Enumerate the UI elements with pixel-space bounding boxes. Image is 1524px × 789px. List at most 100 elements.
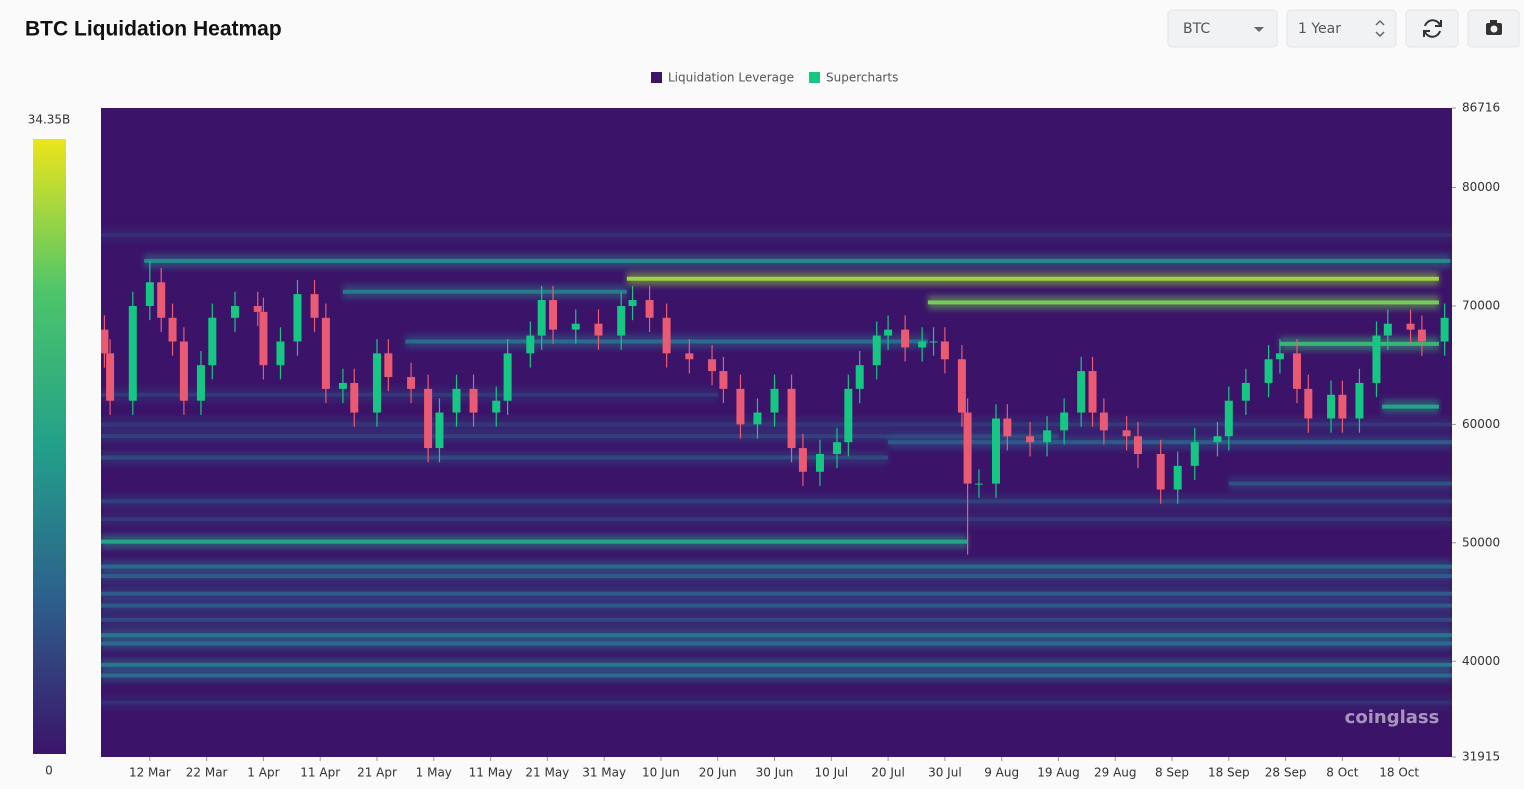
candle-body — [1417, 329, 1426, 342]
candle-body — [708, 359, 717, 372]
candle-body — [259, 311, 268, 366]
candle-body — [594, 323, 603, 336]
candle-body — [1241, 382, 1250, 401]
candle-body — [1383, 323, 1392, 336]
candle-body — [645, 300, 654, 318]
candle-body — [1264, 359, 1273, 383]
candle-body — [1156, 454, 1165, 490]
x-tick-label: 1 May — [416, 766, 452, 780]
candle-body — [537, 300, 546, 336]
candle-body — [571, 323, 580, 330]
y-tick-label: 40000 — [1462, 654, 1500, 668]
candle-body — [957, 359, 966, 413]
x-tick-label: 22 Mar — [186, 766, 228, 780]
liquidation-band — [101, 633, 1452, 638]
candle-body — [101, 329, 109, 354]
liquidation-band — [1279, 341, 1439, 346]
candle-body — [1043, 430, 1052, 443]
candle-body — [384, 353, 393, 378]
candle-body — [1122, 430, 1131, 437]
candle-body — [787, 388, 796, 449]
candle-body — [492, 400, 501, 413]
candle-body — [662, 317, 671, 354]
liquidation-band — [101, 591, 1452, 596]
candle-body — [1440, 317, 1449, 342]
candle-body — [719, 371, 728, 389]
axes: 86716 80000 70000 60000 50000 40000 31915 12 Ma… — [129, 101, 1500, 780]
liquidation-band — [101, 517, 1452, 522]
candle-body — [338, 382, 347, 389]
candle-body — [929, 341, 938, 343]
candle-body — [196, 365, 205, 401]
legend-label: Supercharts — [826, 71, 898, 85]
candle-body — [106, 353, 115, 401]
refresh-button[interactable] — [1405, 9, 1459, 48]
candle-body — [1133, 436, 1142, 455]
range-value: 1 Year — [1298, 21, 1341, 37]
candle-body — [1292, 353, 1301, 389]
candle-body — [628, 300, 637, 306]
candle-body — [1304, 388, 1313, 419]
symbol-select[interactable]: BTC — [1167, 9, 1278, 48]
plot-area — [101, 227, 1452, 710]
candle-body — [310, 294, 319, 318]
x-tick-label: 20 Jun — [699, 766, 737, 780]
liquidation-band — [101, 499, 1452, 504]
x-tick-label: 30 Jul — [928, 766, 962, 780]
colorbar-min: 0 — [45, 764, 53, 778]
candle-body — [1224, 400, 1233, 437]
candle-body — [617, 305, 626, 336]
candle-body — [1060, 412, 1069, 431]
candle-body — [1003, 418, 1012, 437]
candle-body — [1406, 323, 1415, 330]
candle-body — [940, 341, 949, 360]
liquidation-band — [101, 603, 1452, 608]
liquidation-band — [101, 455, 889, 460]
candle-body — [1275, 353, 1284, 360]
candle-body — [526, 335, 535, 354]
liquidation-band — [101, 232, 1452, 237]
candle-body — [974, 483, 983, 485]
x-tick-label: 12 Mar — [129, 766, 171, 780]
x-tick-label: 8 Sep — [1155, 766, 1189, 780]
x-tick-label: 8 Oct — [1326, 766, 1358, 780]
liquidation-band — [101, 539, 968, 544]
candle-body — [991, 418, 1000, 484]
candle-body — [815, 454, 824, 472]
candle-body — [1372, 335, 1381, 383]
candle-body — [503, 353, 512, 401]
candle-body — [736, 388, 745, 425]
x-tick-label: 21 May — [525, 766, 569, 780]
x-tick-label: 31 May — [582, 766, 626, 780]
liquidation-band — [1382, 404, 1439, 409]
x-tick-label: 28 Sep — [1265, 766, 1307, 780]
candle-body — [963, 412, 972, 484]
candle-body — [872, 335, 881, 366]
candle-body — [901, 329, 910, 348]
candle-body — [1099, 412, 1108, 431]
liquidation-band — [626, 276, 1439, 281]
candle-body — [1077, 371, 1086, 413]
candle-body — [770, 388, 779, 413]
liquidation-band — [101, 662, 1452, 667]
candle-body — [407, 377, 416, 389]
liquidation-band — [144, 258, 1451, 263]
candle-body — [208, 317, 217, 366]
liquidation-band — [101, 700, 1452, 705]
legend: Liquidation Leverage Supercharts — [651, 71, 898, 85]
x-tick-label: 30 Jun — [756, 766, 794, 780]
candle-body — [469, 388, 478, 413]
candle-body — [231, 305, 240, 318]
symbol-value: BTC — [1183, 21, 1210, 37]
candle-body — [157, 282, 166, 318]
liquidation-band — [101, 434, 1059, 439]
x-tick-label: 18 Oct — [1379, 766, 1419, 780]
candle-body — [1338, 394, 1347, 419]
range-select[interactable]: 1 Year — [1286, 9, 1397, 48]
screenshot-button[interactable] — [1467, 9, 1520, 48]
colorbar-max: 34.35B — [28, 113, 71, 127]
y-tick-label: 60000 — [1462, 417, 1500, 431]
x-tick-label: 18 Sep — [1208, 766, 1250, 780]
liquidation-band — [927, 300, 1439, 305]
candle-body — [168, 317, 177, 342]
